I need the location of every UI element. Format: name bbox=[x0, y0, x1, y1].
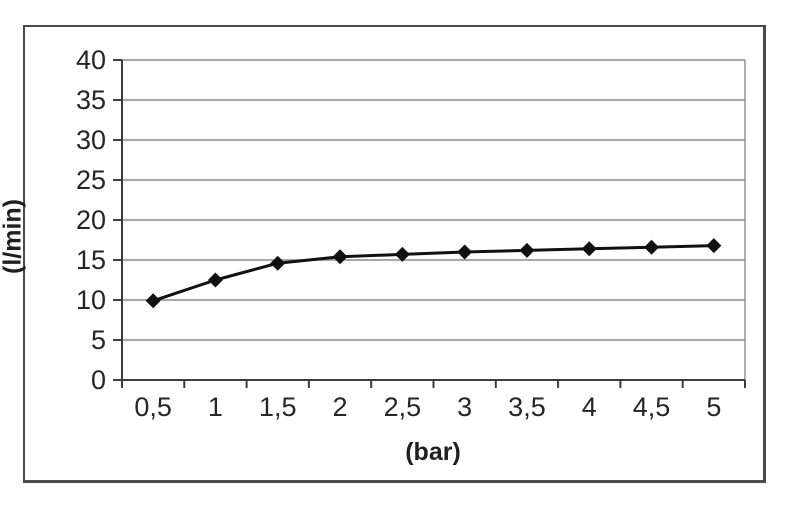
x-tick-label: 1 bbox=[208, 392, 223, 422]
data-point-marker bbox=[394, 246, 410, 262]
x-tick-label: 0,5 bbox=[134, 392, 172, 422]
data-point-marker bbox=[519, 242, 535, 258]
data-line bbox=[152, 244, 714, 303]
data-point-marker bbox=[270, 255, 286, 271]
x-tick-label: 3,5 bbox=[508, 392, 546, 422]
data-point-marker bbox=[207, 272, 223, 288]
x-tick-label: 4 bbox=[582, 392, 597, 422]
x-tick-label: 2,5 bbox=[384, 392, 422, 422]
y-tick-label: 0 bbox=[91, 365, 106, 395]
x-tick-label: 2 bbox=[333, 392, 348, 422]
y-tick-label: 25 bbox=[76, 165, 106, 195]
x-tick-label: 5 bbox=[706, 392, 721, 422]
data-point-marker bbox=[706, 238, 722, 254]
x-tick-label: 3 bbox=[457, 392, 472, 422]
x-axis-title: (bar) bbox=[405, 438, 461, 466]
y-tick-label: 35 bbox=[76, 85, 106, 115]
data-point-marker bbox=[644, 239, 660, 255]
data-point-marker bbox=[581, 241, 597, 257]
data-point-marker bbox=[332, 249, 348, 265]
y-tick-label: 40 bbox=[76, 45, 106, 75]
x-tick-label: 4,5 bbox=[633, 392, 671, 422]
y-tick-label: 5 bbox=[91, 325, 106, 355]
y-axis-title: (l/min) bbox=[0, 199, 27, 274]
y-tick-label: 30 bbox=[76, 125, 106, 155]
data-point-marker bbox=[457, 244, 473, 260]
y-tick-label: 15 bbox=[76, 245, 106, 275]
y-tick-label: 10 bbox=[76, 285, 106, 315]
y-tick-label: 20 bbox=[76, 205, 106, 235]
x-tick-label: 1,5 bbox=[259, 392, 297, 422]
data-point-marker bbox=[145, 293, 161, 309]
